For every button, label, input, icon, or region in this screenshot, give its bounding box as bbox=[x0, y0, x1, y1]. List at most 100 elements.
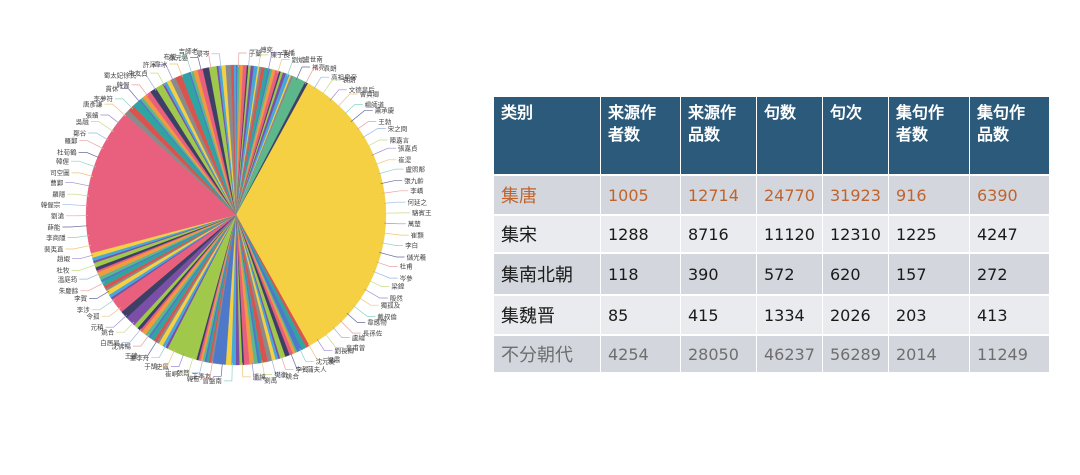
label-leader-line bbox=[372, 270, 398, 279]
label-leader-line bbox=[371, 147, 396, 156]
pie-slice-label: 韓偓宗 bbox=[41, 200, 61, 209]
label-leader-line bbox=[138, 74, 157, 91]
table-cell: 12714 bbox=[680, 174, 757, 215]
row-category: 集魏晋 bbox=[494, 294, 601, 335]
label-leader-line bbox=[100, 114, 120, 124]
pie-slice-label: 沈佛暢 bbox=[111, 341, 131, 350]
label-leader-line bbox=[91, 299, 115, 311]
header-jiju-works: 集句作 品数 bbox=[969, 97, 1049, 175]
label-leader-line bbox=[382, 232, 409, 236]
pie-slice-label: 姚合 bbox=[101, 328, 115, 337]
pie-slice-label: 張嘉貞 bbox=[398, 144, 418, 153]
pie-slice-label: 于鵠 bbox=[144, 361, 158, 370]
label-leader-line bbox=[241, 362, 251, 378]
pie-slice-label: 崔峒 bbox=[165, 369, 179, 378]
pie-slice-label: 羅鄴 bbox=[65, 136, 79, 145]
pie-slice-label: 駱賓王 bbox=[412, 208, 432, 217]
pie-slice-label: 李嶠 bbox=[410, 186, 424, 195]
table-cell: 272 bbox=[969, 252, 1049, 295]
pie-slice-label: 潘緯 bbox=[253, 372, 266, 381]
pie-slice-label: 子蘭 bbox=[249, 48, 262, 57]
pie-slice-label: 李夢符 bbox=[94, 94, 114, 103]
pie-slice-label: 李商隱 bbox=[46, 233, 66, 242]
table-cell: 1005 bbox=[600, 174, 681, 215]
header-text: 来源作 bbox=[608, 103, 657, 122]
pie-slice-label: 盧綸 bbox=[352, 333, 366, 342]
table-cell: 572 bbox=[756, 252, 823, 295]
table-cell: 11120 bbox=[756, 214, 823, 253]
table-cell: 12310 bbox=[822, 214, 889, 253]
pie-slice-label: 劉長卿 bbox=[335, 346, 355, 355]
label-leader-line bbox=[356, 121, 377, 130]
pie-slice-label: 岑參 bbox=[400, 273, 414, 282]
table-cell: 118 bbox=[600, 252, 681, 295]
pie-slice-label: 韋應物 bbox=[367, 318, 387, 327]
pie-slice-label: 梁鍠 bbox=[391, 282, 405, 291]
pie-slice-label: 朱友貞 bbox=[128, 68, 148, 77]
table-cell: 85 bbox=[600, 294, 681, 335]
table-row: 集唐 1005 12714 24770 31923 916 6390 bbox=[494, 174, 1049, 215]
label-leader-line bbox=[380, 180, 403, 185]
label-leader-line bbox=[251, 362, 263, 381]
pie-chart-svg: 子蘭傅奕陳子良李播劉斌盧世南褚亮袁朗高祖皇帝袁朗文德皇后舍真卿楊師道蕭承慶王勃宋… bbox=[41, 45, 432, 385]
header-source-authors: 来源作 者数 bbox=[600, 97, 681, 175]
label-leader-line bbox=[295, 66, 310, 80]
header-jiju-authors: 集句作 者数 bbox=[888, 97, 970, 175]
header-text: 来源作 bbox=[688, 103, 737, 122]
label-leader-line bbox=[339, 320, 361, 334]
pie-slice-label: 劉滄 bbox=[51, 211, 65, 220]
pie-slice-label: 鄭谷 bbox=[73, 128, 87, 137]
pie-slice-label: 曾盤南 bbox=[202, 376, 222, 385]
pie-slice-label: 裴夷直 bbox=[44, 244, 64, 253]
label-leader-line bbox=[332, 326, 350, 338]
header-text: 者数 bbox=[608, 125, 641, 144]
label-leader-line bbox=[248, 49, 258, 68]
pie-slice-label: 蒲夫人 bbox=[307, 365, 327, 374]
header-text: 品数 bbox=[977, 125, 1010, 144]
label-leader-line bbox=[65, 182, 91, 187]
header-text: 品数 bbox=[688, 125, 721, 144]
label-leader-line bbox=[381, 242, 404, 246]
pie-slice-label: 蜀太妃徐氏 bbox=[104, 71, 137, 80]
label-leader-line bbox=[180, 356, 194, 375]
label-leader-line bbox=[257, 54, 269, 69]
pie-slice-label: 陳子良 bbox=[270, 50, 290, 59]
table-cell: 1288 bbox=[600, 214, 681, 253]
label-leader-line bbox=[71, 264, 97, 271]
label-leader-line bbox=[316, 338, 333, 352]
pie-slice-label: 戴叔倫 bbox=[377, 312, 397, 321]
pie-slice-label: 李播 bbox=[282, 48, 296, 57]
label-leader-line bbox=[80, 282, 105, 292]
pie-slice-label: 崔湜 bbox=[398, 155, 412, 164]
pie-slice-label: 高祖皇帝 bbox=[331, 73, 357, 82]
pie-slice-label: 袁朗 bbox=[343, 75, 356, 84]
label-leader-line bbox=[151, 345, 167, 359]
pie-slice-label: 貫休 bbox=[105, 84, 119, 93]
pie-slice-label: 王季友 bbox=[192, 372, 212, 381]
table-cell: 8716 bbox=[680, 214, 757, 253]
header-text: 句数 bbox=[764, 103, 797, 122]
header-text: 句次 bbox=[830, 103, 863, 122]
label-leader-line bbox=[190, 57, 202, 72]
table-cell: 46237 bbox=[756, 334, 823, 372]
label-leader-line bbox=[379, 252, 405, 258]
pie-slice-label: 獨孤及 bbox=[381, 301, 401, 310]
label-leader-line bbox=[71, 172, 94, 177]
pie-slice-label: 宋之問 bbox=[388, 124, 408, 133]
pie-slice-label: 元稹 bbox=[91, 323, 105, 332]
label-leader-line bbox=[308, 343, 326, 361]
pie-slice-label: 崔顥 bbox=[411, 230, 425, 239]
label-leader-line bbox=[79, 273, 101, 280]
label-leader-line bbox=[280, 355, 294, 370]
header-text: 者数 bbox=[896, 125, 929, 144]
pie-slice-label: 韓愈 bbox=[187, 374, 201, 383]
pie-slice-label: 傅奕 bbox=[260, 45, 274, 54]
header-text: 集句作 bbox=[977, 103, 1026, 122]
pie-slice-label: 蕭承慶 bbox=[375, 106, 395, 115]
table-header-row: 类别 来源作者数 来源作品数 句数 句次 集句作 者数 集句作品数 bbox=[494, 97, 1049, 175]
pie-slice-label: 姚合 bbox=[286, 371, 300, 380]
label-leader-line bbox=[62, 225, 89, 228]
pie-slice-label: 羅隱 bbox=[52, 190, 66, 199]
header-text: 类别 bbox=[501, 103, 534, 122]
pie-slice-label: 杜甫 bbox=[400, 262, 414, 271]
